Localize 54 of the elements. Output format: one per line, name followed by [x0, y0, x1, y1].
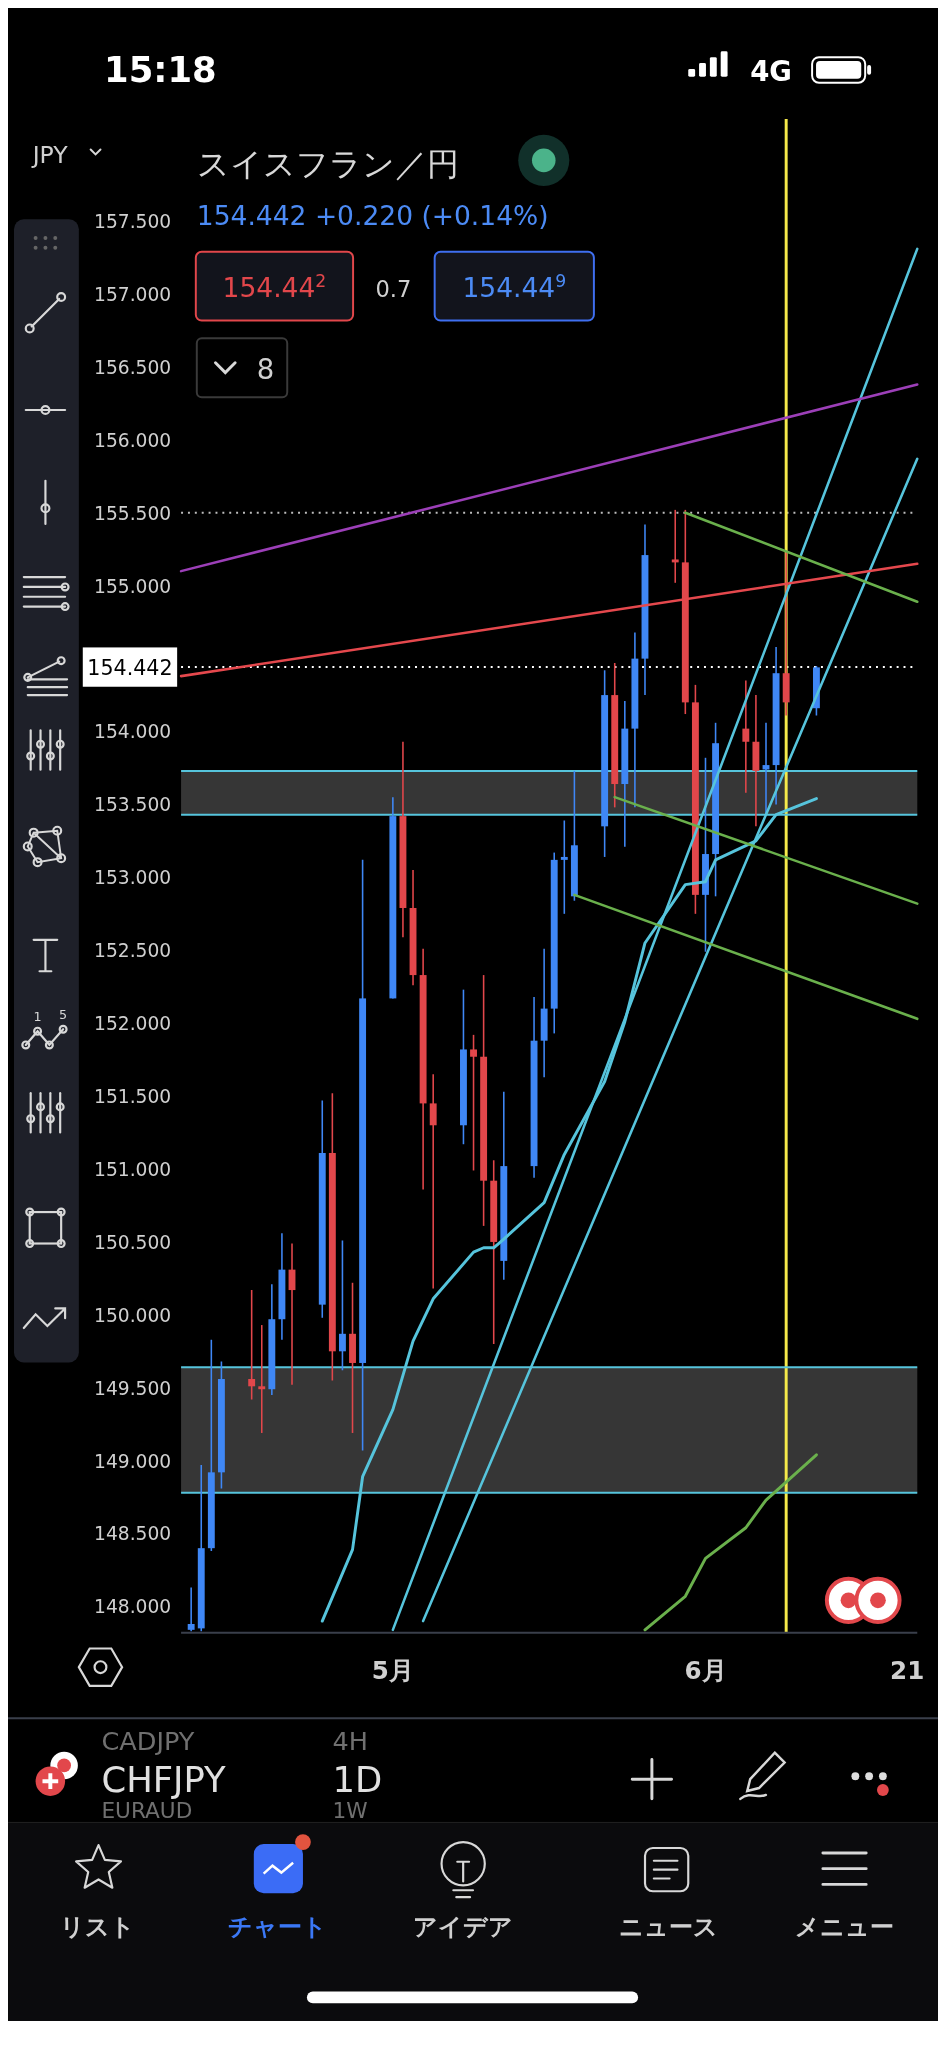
y-tick-label: 150.000	[94, 1304, 172, 1326]
text: 1D	[332, 1758, 383, 1800]
line-series	[643, 1453, 818, 1632]
y-tick-label: 150.500	[94, 1231, 172, 1253]
y-tick-label: 153.500	[94, 794, 172, 816]
candlestick	[742, 679, 750, 794]
ref-line-label: 154.442	[87, 655, 173, 680]
text: JPY	[30, 141, 69, 170]
y-tick-label: 155.000	[94, 575, 172, 597]
text: 5	[59, 1007, 68, 1023]
text: チャート	[227, 1912, 327, 1941]
candlestick	[258, 1324, 266, 1434]
y-tick-label: 154.000	[94, 721, 172, 743]
y-tick-label: 156.500	[94, 356, 172, 378]
candlestick	[429, 1073, 437, 1290]
y-tick-label: 157.000	[94, 283, 172, 305]
text: メニュー	[795, 1912, 895, 1941]
text: 1W	[332, 1797, 368, 1823]
candlestick	[560, 819, 568, 915]
y-tick-label: 149.000	[94, 1450, 172, 1472]
candlestick	[338, 1239, 346, 1372]
y-tick-label: 149.500	[94, 1377, 172, 1399]
candlestick	[248, 1289, 256, 1401]
annotation: 0.7	[375, 275, 412, 302]
y-tick-label: 153.000	[94, 867, 172, 889]
x-tick-label: 21	[890, 1655, 925, 1685]
y-tick-label: 152.000	[94, 1013, 172, 1035]
text: スイスフラン／円	[196, 145, 459, 184]
y-tick-label: 148.500	[94, 1523, 172, 1545]
text: 4G	[750, 54, 792, 87]
annotation: 154.44$^{9}$	[462, 270, 567, 303]
y-tick-label: 156.000	[94, 429, 172, 451]
text: リスト	[60, 1912, 136, 1941]
text: CHFJPY	[101, 1758, 227, 1800]
y-tick-label: 151.000	[94, 1158, 172, 1180]
candlestick	[671, 509, 679, 584]
text: 4H	[332, 1725, 368, 1756]
y-tick-label: 152.500	[94, 940, 172, 962]
annotation: 8	[256, 352, 275, 385]
text: CADJPY	[101, 1725, 195, 1756]
candlestick	[187, 1586, 195, 1633]
x-tick-label: 6月	[684, 1655, 727, 1685]
x-tick-label: 5月	[371, 1655, 414, 1685]
candlestick	[470, 1034, 477, 1172]
text: 154.442 +0.220 (+0.14%)	[196, 200, 549, 232]
text: アイデア	[413, 1912, 514, 1941]
text: ニュース	[619, 1912, 719, 1941]
annotation: 154.44$^{2}$	[222, 270, 327, 303]
text: 15:18	[104, 48, 217, 90]
y-tick-label: 151.500	[94, 1085, 172, 1107]
y-tick-label: 155.500	[94, 502, 172, 524]
text: 1	[33, 1009, 42, 1025]
y-tick-label: 148.000	[94, 1596, 172, 1618]
y-tick-label: 157.500	[94, 211, 172, 233]
